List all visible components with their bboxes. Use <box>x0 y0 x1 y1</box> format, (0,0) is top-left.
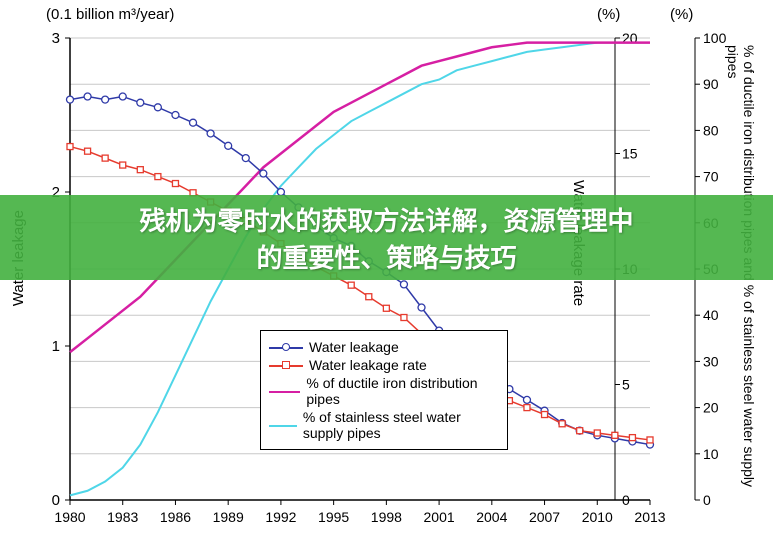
overlay-banner: 残机为零时水的获取方法详解，资源管理中 的重要性、策略与技巧 <box>0 195 773 280</box>
legend-item: Water leakage <box>269 339 499 355</box>
svg-text:2010: 2010 <box>582 509 613 525</box>
legend-label: Water leakage <box>309 339 399 355</box>
svg-text:1: 1 <box>52 338 60 355</box>
svg-text:3: 3 <box>52 30 60 47</box>
unit-label-right: (%) <box>670 6 693 23</box>
svg-text:1983: 1983 <box>107 509 138 525</box>
legend-label: % of ductile iron distribution pipes <box>306 375 499 407</box>
legend-label: Water leakage rate <box>309 357 427 373</box>
svg-text:1989: 1989 <box>213 509 244 525</box>
svg-text:1998: 1998 <box>371 509 402 525</box>
svg-text:1980: 1980 <box>54 509 85 525</box>
chart-container: 1980198319861989199219951998200120042007… <box>0 0 773 554</box>
legend-item: % of stainless steel water supply pipes <box>269 409 499 441</box>
unit-label-mid: (%) <box>597 6 620 23</box>
unit-label-left: (0.1 billion m³/year) <box>46 6 174 23</box>
svg-text:15: 15 <box>622 146 638 162</box>
svg-text:40: 40 <box>703 307 719 323</box>
svg-text:5: 5 <box>622 377 630 393</box>
legend-item: % of ductile iron distribution pipes <box>269 375 499 407</box>
svg-text:0: 0 <box>703 492 711 508</box>
svg-text:1992: 1992 <box>265 509 296 525</box>
svg-text:30: 30 <box>703 353 719 369</box>
svg-text:10: 10 <box>703 446 719 462</box>
legend-box: Water leakage Water leakage rate % of duct… <box>260 330 508 450</box>
svg-text:70: 70 <box>703 169 719 185</box>
svg-text:2007: 2007 <box>529 509 560 525</box>
banner-line1: 残机为零时水的获取方法详解，资源管理中 <box>0 201 773 238</box>
svg-text:0: 0 <box>52 492 60 509</box>
svg-text:80: 80 <box>703 122 719 138</box>
legend-item: Water leakage rate <box>269 357 499 373</box>
svg-text:2001: 2001 <box>424 509 455 525</box>
svg-text:20: 20 <box>703 400 719 416</box>
svg-text:1986: 1986 <box>160 509 191 525</box>
svg-text:0: 0 <box>622 492 630 508</box>
svg-text:1995: 1995 <box>318 509 349 525</box>
svg-text:90: 90 <box>703 76 719 92</box>
svg-text:2013: 2013 <box>634 509 665 525</box>
svg-text:2004: 2004 <box>476 509 507 525</box>
banner-line2: 的重要性、策略与技巧 <box>0 238 773 275</box>
svg-text:100: 100 <box>703 30 727 46</box>
legend-label: % of stainless steel water supply pipes <box>303 409 499 441</box>
